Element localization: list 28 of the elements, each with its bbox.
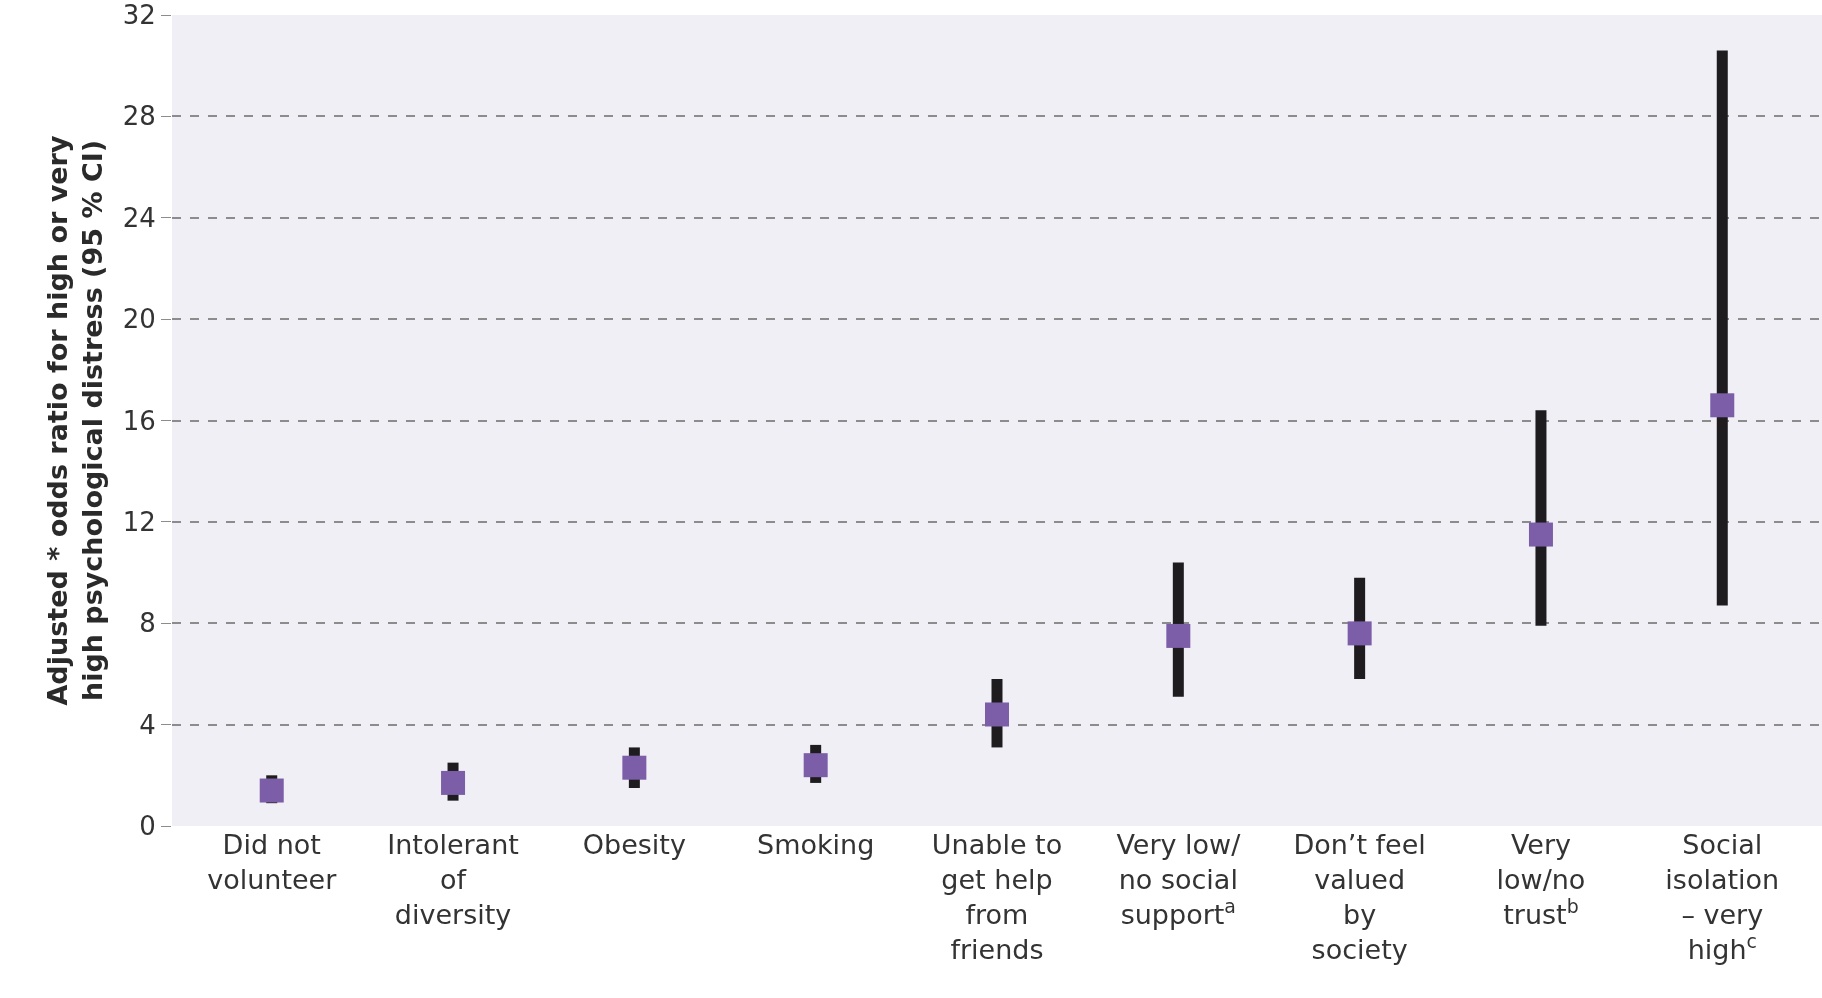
x-tick-label: Social isolation – very high$^{c}$ [1665,829,1780,966]
y-tick-label: 20 [122,304,156,335]
x-tick-label: Smoking [757,829,875,860]
y-axis-title: Adjusted * odds ratio for high or very high psychological distress (95 % CI) [41,135,108,706]
point [1710,393,1735,418]
y-tick-label: 12 [122,506,156,537]
x-tick-label: Very low/ no social support$^{a}$ [1116,829,1242,931]
x-tick-label: Did not volunteer [207,829,338,896]
y-tick-label: 24 [122,202,156,233]
point [622,755,647,780]
y-tick-label: 16 [122,405,156,436]
y-tick-label: 4 [139,709,156,740]
y-tick-label: 32 [122,0,156,31]
point [1347,621,1372,646]
y-tick-label: 28 [122,101,156,132]
x-tick-label: Obesity [582,829,686,860]
y-tick-label: 8 [139,608,156,639]
point [1528,522,1553,547]
x-tick-label: Don’t feel valued by society [1293,829,1426,966]
point [259,778,284,803]
point [1166,623,1191,648]
x-tick-label: Intolerant of diversity [387,829,519,931]
point [985,702,1009,727]
x-tick-label: Unable to get help from friends [931,829,1063,966]
y-tick-label: 0 [139,811,156,842]
point [441,770,466,795]
x-tick-label: Very low/no trust$^{b}$ [1496,829,1586,931]
point [803,753,828,778]
